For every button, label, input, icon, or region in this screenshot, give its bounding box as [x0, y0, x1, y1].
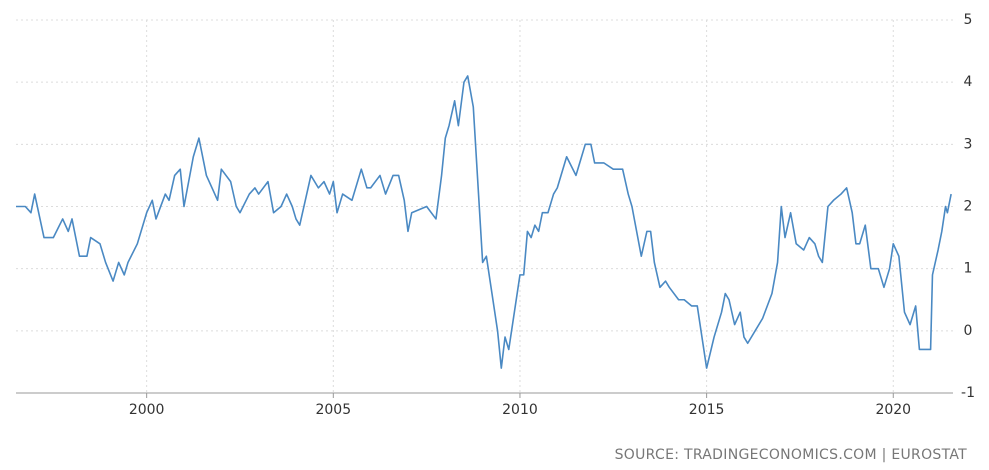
y-tick-label: 1	[964, 261, 973, 277]
x-tick-label: 2010	[502, 402, 538, 418]
y-tick-label: 5	[964, 12, 973, 28]
y-tick-label: 2	[964, 199, 973, 215]
source: SOURCE: TRADINGECONOMICS.COM | EUROSTAT	[615, 447, 968, 463]
y-tick-label: -1	[961, 385, 975, 401]
y-tick-label: 4	[964, 74, 973, 90]
data-line	[16, 75, 952, 369]
y-tick-label: 3	[964, 136, 973, 152]
x-tick-label: 2020	[875, 402, 911, 418]
y-tick-label: 0	[964, 323, 973, 339]
x-tick-label: 2005	[315, 402, 351, 418]
x-tick-label: 2015	[689, 402, 725, 418]
x-tick-label: 2000	[129, 402, 165, 418]
